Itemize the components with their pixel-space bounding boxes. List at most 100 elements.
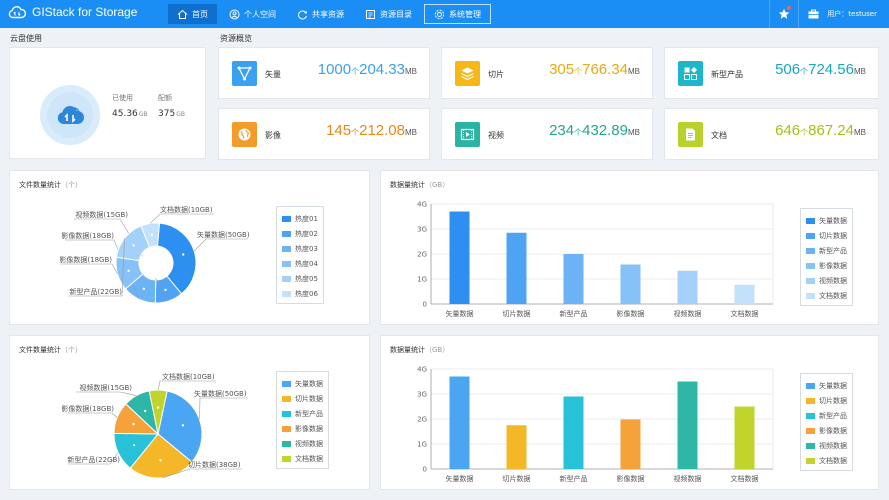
legend-item[interactable]: 视频数据 [806, 438, 847, 453]
app-title: GIStack for Storage [32, 5, 138, 19]
legend-item[interactable]: 矢量数据 [806, 378, 847, 393]
legend-swatch [806, 427, 815, 434]
legend-item[interactable]: 热度05 [282, 271, 318, 286]
y-tick-label: 1G [417, 276, 427, 284]
legend-item[interactable]: 文档数据 [806, 453, 847, 468]
slice-label: 影像数据(18GB) [61, 404, 114, 413]
quota-label: 配额 [158, 94, 172, 102]
data-volume-bar-panel-2: 数据量统计（GB） 0 1G 2G 3G 4G 矢量数据 切片数据 新型产品 影像数据 视频数据文… [380, 335, 879, 490]
x-tick-label: 文档数据 [731, 474, 759, 483]
legend-swatch [282, 275, 291, 282]
legend-item[interactable]: 视频数据 [282, 436, 323, 451]
legend-item[interactable]: 切片数据 [806, 393, 847, 408]
legend-item[interactable]: 文档数据 [806, 288, 847, 303]
resource-name: 切片 [488, 70, 504, 79]
label-leader [149, 213, 214, 224]
slice-marker [132, 422, 135, 426]
resource-name: 矢量 [265, 70, 281, 79]
legend-label: 文档数据 [819, 456, 847, 465]
resource-card-new-products[interactable]: 新型产品 506个724.56MB [664, 47, 879, 99]
file-count-pie-panel: 文件数量统计（个） 矢量数据(50GB) 切片数据(38GB) 新型产品(22GB)… [9, 335, 370, 490]
nav-shared-resources[interactable]: 共享资源 [288, 4, 353, 24]
slice-marker [132, 443, 136, 447]
x-tick-label: 切片数据 [503, 474, 531, 483]
legend-item[interactable]: 影像数据 [806, 258, 847, 273]
grid-icon [678, 61, 703, 86]
slice-label: 影像数据(18GB) [61, 231, 114, 240]
legend-label: 热度03 [295, 244, 318, 253]
briefcase-icon [808, 9, 819, 19]
x-tick-label: 矢量数据 [446, 474, 474, 483]
legend-swatch [282, 245, 291, 252]
legend-item[interactable]: 新型产品 [806, 408, 847, 423]
legend-label: 切片数据 [819, 231, 847, 240]
file-count-donut-panel: 文件数量统计（个） 矢量数据(50GB) 视频数据(15GB) 影像数据(18GB)… [9, 170, 370, 325]
slice-marker [181, 424, 185, 427]
legend-item[interactable]: 视频数据 [806, 273, 847, 288]
bar-legend: 矢量数据切片数据新型产品 影像数据视频数据文档数据 [800, 208, 853, 306]
legend-label: 文档数据 [295, 454, 323, 463]
resource-card-vector[interactable]: 矢量 1000个204.33MB [218, 47, 430, 99]
y-tick-label: 4G [417, 201, 427, 209]
legend-item[interactable]: 新型产品 [806, 243, 847, 258]
slice-marker [150, 233, 153, 237]
label-leader [66, 412, 118, 418]
resource-card-documents[interactable]: 文档 646个867.24MB [664, 108, 879, 160]
bar [563, 254, 584, 304]
legend-label: 视频数据 [819, 276, 847, 285]
legend-item[interactable]: 切片数据 [282, 391, 323, 406]
nav-personal-space-label: 个人空间 [244, 9, 276, 19]
legend-label: 新型产品 [819, 411, 847, 420]
nav-personal-space[interactable]: 个人空间 [220, 4, 285, 24]
divider [798, 0, 800, 28]
app-logo[interactable]: GIStack for Storage [8, 5, 137, 19]
favorites-button[interactable] [770, 0, 798, 28]
catalog-icon [366, 9, 375, 19]
x-tick-label: 影像数据 [617, 309, 645, 318]
legend-item[interactable]: 热度06 [282, 286, 318, 301]
donut-legend: 热度01 热度02 热度03 热度04 热度05 热度06 [276, 206, 324, 304]
messages-button[interactable] [799, 0, 827, 28]
slice-label: 矢量数据(50GB) [197, 230, 250, 239]
legend-item[interactable]: 影像数据 [282, 421, 323, 436]
x-tick-label: 新型产品 [560, 309, 588, 318]
cloud-logo-icon [8, 6, 26, 19]
resource-stats: 646个867.24MB [775, 122, 866, 139]
legend-swatch [806, 292, 815, 299]
nav-resource-catalog[interactable]: 资源目录 [356, 4, 421, 24]
nav-resource-catalog-label: 资源目录 [380, 9, 412, 19]
resource-stats: 1000个204.33MB [317, 61, 417, 78]
film-icon [455, 122, 480, 147]
legend-item[interactable]: 热度02 [282, 226, 318, 241]
legend-swatch [806, 262, 815, 269]
bar [506, 232, 527, 304]
legend-item[interactable]: 热度03 [282, 241, 318, 256]
legend-item[interactable]: 矢量数据 [282, 376, 323, 391]
cloud-disk-graphic [40, 85, 100, 145]
vector-icon [232, 61, 257, 86]
legend-swatch [806, 382, 815, 389]
resource-stats: 506个724.56MB [775, 61, 866, 78]
cloud-sync-icon [57, 106, 85, 124]
chart-title: 文件数量统计（个） [19, 181, 82, 189]
nav-system-management[interactable]: 系统管理 [424, 4, 491, 24]
y-tick-label: 3G [417, 226, 427, 234]
legend-swatch [282, 380, 291, 387]
resource-card-tiles[interactable]: 切片 305个766.34MB [441, 47, 653, 99]
legend-item[interactable]: 热度04 [282, 256, 318, 271]
legend-swatch [282, 425, 291, 432]
nav-shared-resources-label: 共享资源 [312, 9, 344, 19]
star-icon [779, 8, 790, 19]
user-menu[interactable]: 用户：testuser [827, 9, 889, 19]
resource-card-imagery[interactable]: 影像 145个212.08MB [218, 108, 430, 160]
resource-card-video[interactable]: 视频 234个432.89MB [441, 108, 653, 160]
legend-item[interactable]: 文档数据 [282, 451, 323, 466]
legend-item[interactable]: 影像数据 [806, 423, 847, 438]
nav-home[interactable]: 首页 [168, 4, 217, 24]
legend-item[interactable]: 矢量数据 [806, 213, 847, 228]
legend-item[interactable]: 热度01 [282, 211, 318, 226]
cloud-usage-title: 云盘使用 [10, 34, 42, 43]
legend-item[interactable]: 新型产品 [282, 406, 323, 421]
legend-item[interactable]: 切片数据 [806, 228, 847, 243]
pie-slice [140, 222, 161, 248]
